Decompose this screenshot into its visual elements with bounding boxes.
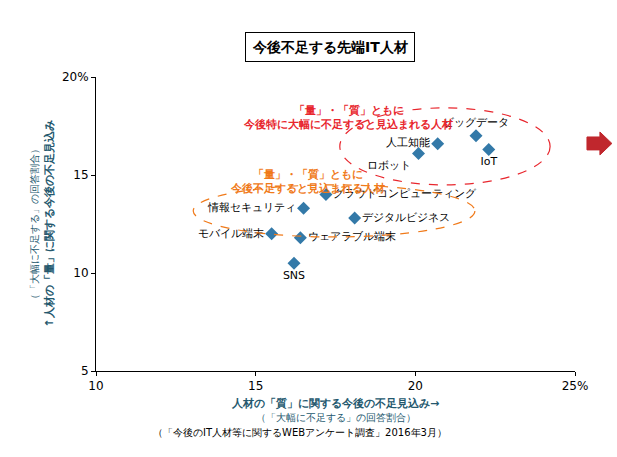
svg-text:ウェアラブル端末: ウェアラブル端末 bbox=[308, 230, 396, 243]
svg-text:SNS: SNS bbox=[283, 269, 305, 282]
svg-text:15: 15 bbox=[73, 168, 88, 182]
svg-text:今後不足する先端IT人材: 今後不足する先端IT人材 bbox=[252, 39, 408, 55]
svg-text:デジタルビジネス: デジタルビジネス bbox=[362, 211, 450, 224]
svg-text:10: 10 bbox=[88, 379, 103, 393]
svg-text:クラウドコンピューティング: クラウドコンピューティング bbox=[333, 187, 477, 200]
svg-text:情報セキュリティ: 情報セキュリティ bbox=[207, 201, 296, 214]
svg-text:5: 5 bbox=[81, 364, 89, 378]
svg-text:「量」・「質」ともに今後特に大幅に不足すると見込まれる人材: 「量」・「質」ともに今後特に大幅に不足すると見込まれる人材 bbox=[243, 104, 453, 131]
svg-text:（「大幅に不足する」の回答割合）↑人材の「量」に関する今後の: （「大幅に不足する」の回答割合）↑人材の「量」に関する今後の不足見込み bbox=[29, 120, 55, 327]
svg-text:20%: 20% bbox=[62, 70, 89, 84]
svg-text:ビッグデータ: ビッグデータ bbox=[443, 116, 509, 129]
svg-text:「量」・「質」ともに今後不足すると見込まれる人材: 「量」・「質」ともに今後不足すると見込まれる人材 bbox=[230, 168, 385, 195]
svg-text:モバイル端末: モバイル端末 bbox=[198, 227, 264, 240]
svg-text:15: 15 bbox=[248, 379, 263, 393]
svg-text:20: 20 bbox=[408, 379, 423, 393]
svg-text:10: 10 bbox=[73, 266, 88, 280]
svg-text:IoT: IoT bbox=[480, 155, 497, 168]
svg-text:25%: 25% bbox=[562, 379, 589, 393]
svg-text:ロボット: ロボット bbox=[367, 159, 411, 172]
svg-text:人材の「質」に関する今後の不足見込み→（「大幅に不足する」の: 人材の「質」に関する今後の不足見込み→（「大幅に不足する」の回答割合） bbox=[231, 397, 439, 423]
svg-text:人工知能: 人工知能 bbox=[386, 136, 430, 149]
svg-text:（「今後のIT人材等に関するWEBアンケート調査」2016年: （「今後のIT人材等に関するWEBアンケート調査」2016年3月） bbox=[153, 427, 447, 438]
